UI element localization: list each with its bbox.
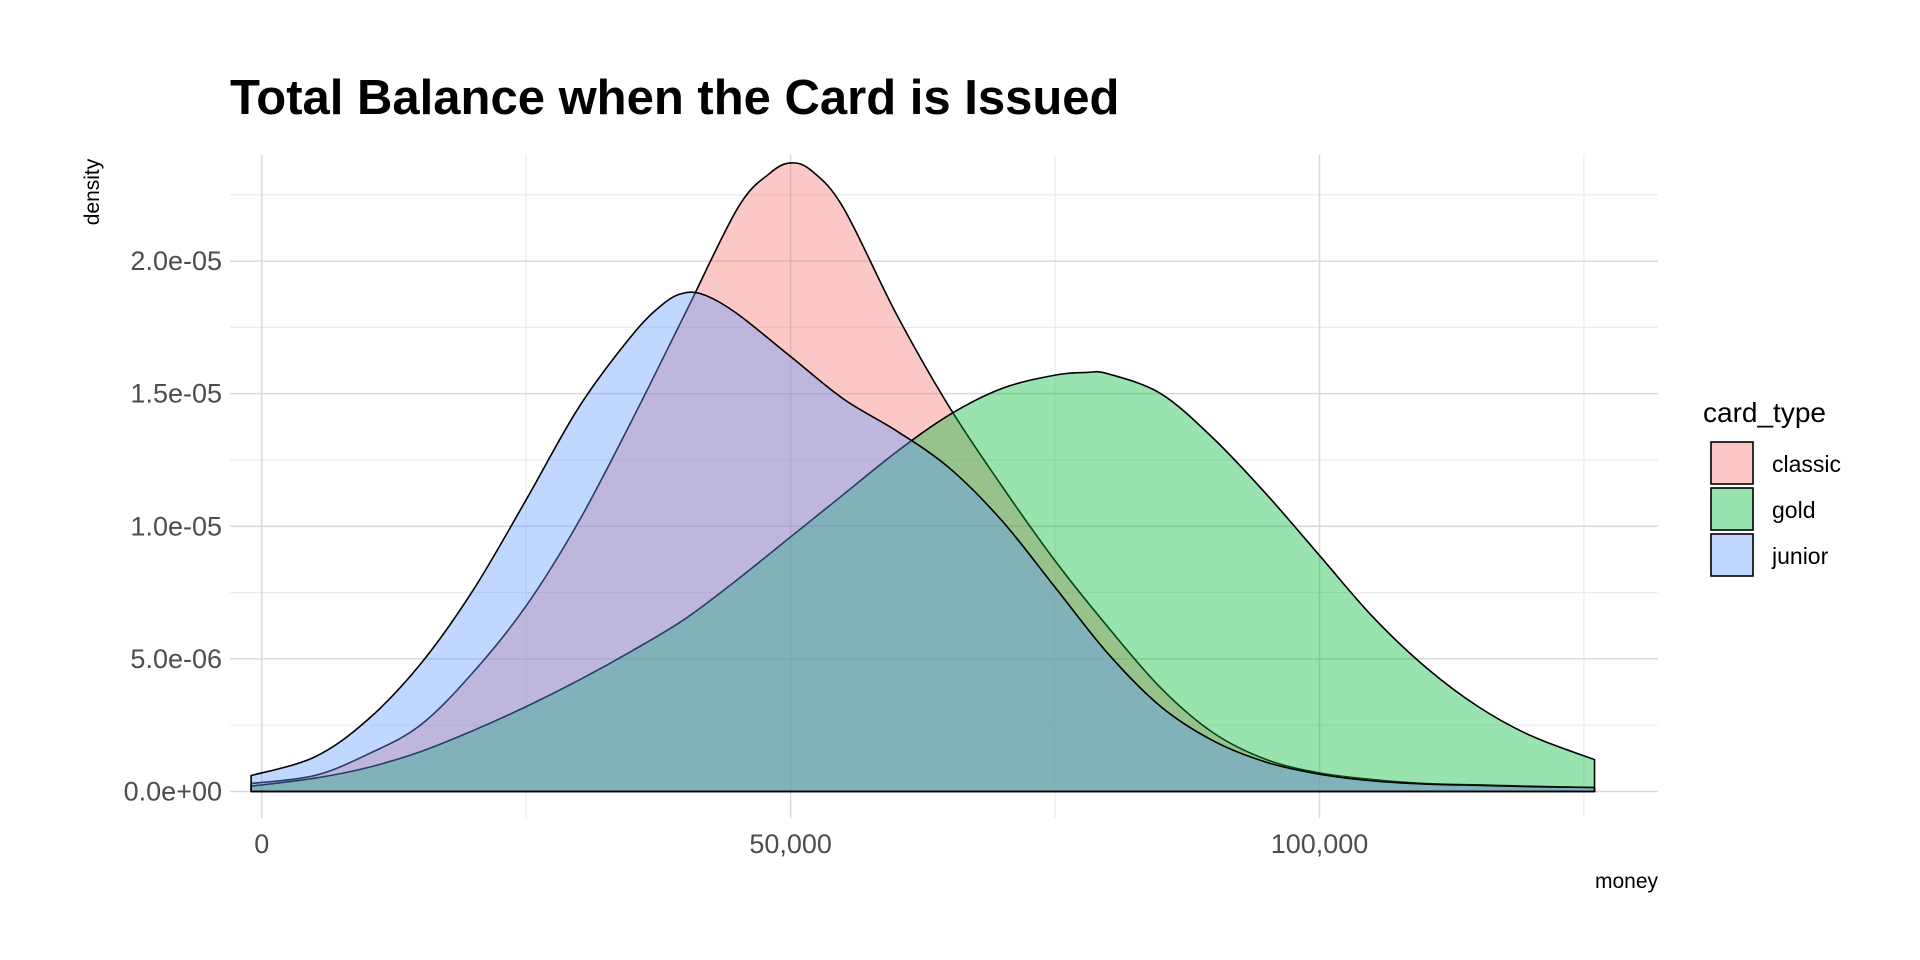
x-tick-label: 100,000 — [1271, 829, 1369, 859]
density-area-gold — [250, 370, 1596, 793]
legend-key-junior — [1710, 533, 1754, 577]
legend-item-classic: classic — [1710, 441, 1841, 485]
y-tick-label: 1.5e-05 — [130, 379, 222, 409]
y-tick-label: 5.0e-06 — [130, 644, 222, 674]
density-area-classic — [250, 162, 1596, 793]
density-areas — [250, 162, 1596, 793]
legend-key-classic — [1710, 441, 1754, 485]
x-tick-label: 50,000 — [749, 829, 832, 859]
legend-label-junior: junior — [1771, 543, 1829, 569]
density-area-junior — [250, 291, 1596, 793]
y-tick-label: 2.0e-05 — [130, 246, 222, 276]
legend-item-gold: gold — [1710, 487, 1815, 531]
y-tick-label: 1.0e-05 — [130, 511, 222, 541]
legend-label-gold: gold — [1772, 497, 1815, 523]
legend: card_type classic gold junior — [1703, 397, 1841, 577]
legend-label-classic: classic — [1772, 451, 1841, 477]
chart-title: Total Balance when the Card is Issued — [230, 71, 1120, 125]
tick-labels: 0 50,000 100,000 0.0e+00 5.0e-06 1.0e-05 1.5e-… — [124, 246, 1369, 859]
legend-items: classic gold junior — [1710, 441, 1841, 577]
y-axis-title: density — [81, 158, 104, 225]
x-axis-title: money — [1595, 870, 1659, 893]
x-tick-label: 0 — [254, 829, 269, 859]
y-tick-label: 0.0e+00 — [124, 776, 222, 806]
legend-title: card_type — [1703, 397, 1826, 428]
legend-item-junior: junior — [1710, 533, 1829, 577]
legend-key-gold — [1710, 487, 1754, 531]
